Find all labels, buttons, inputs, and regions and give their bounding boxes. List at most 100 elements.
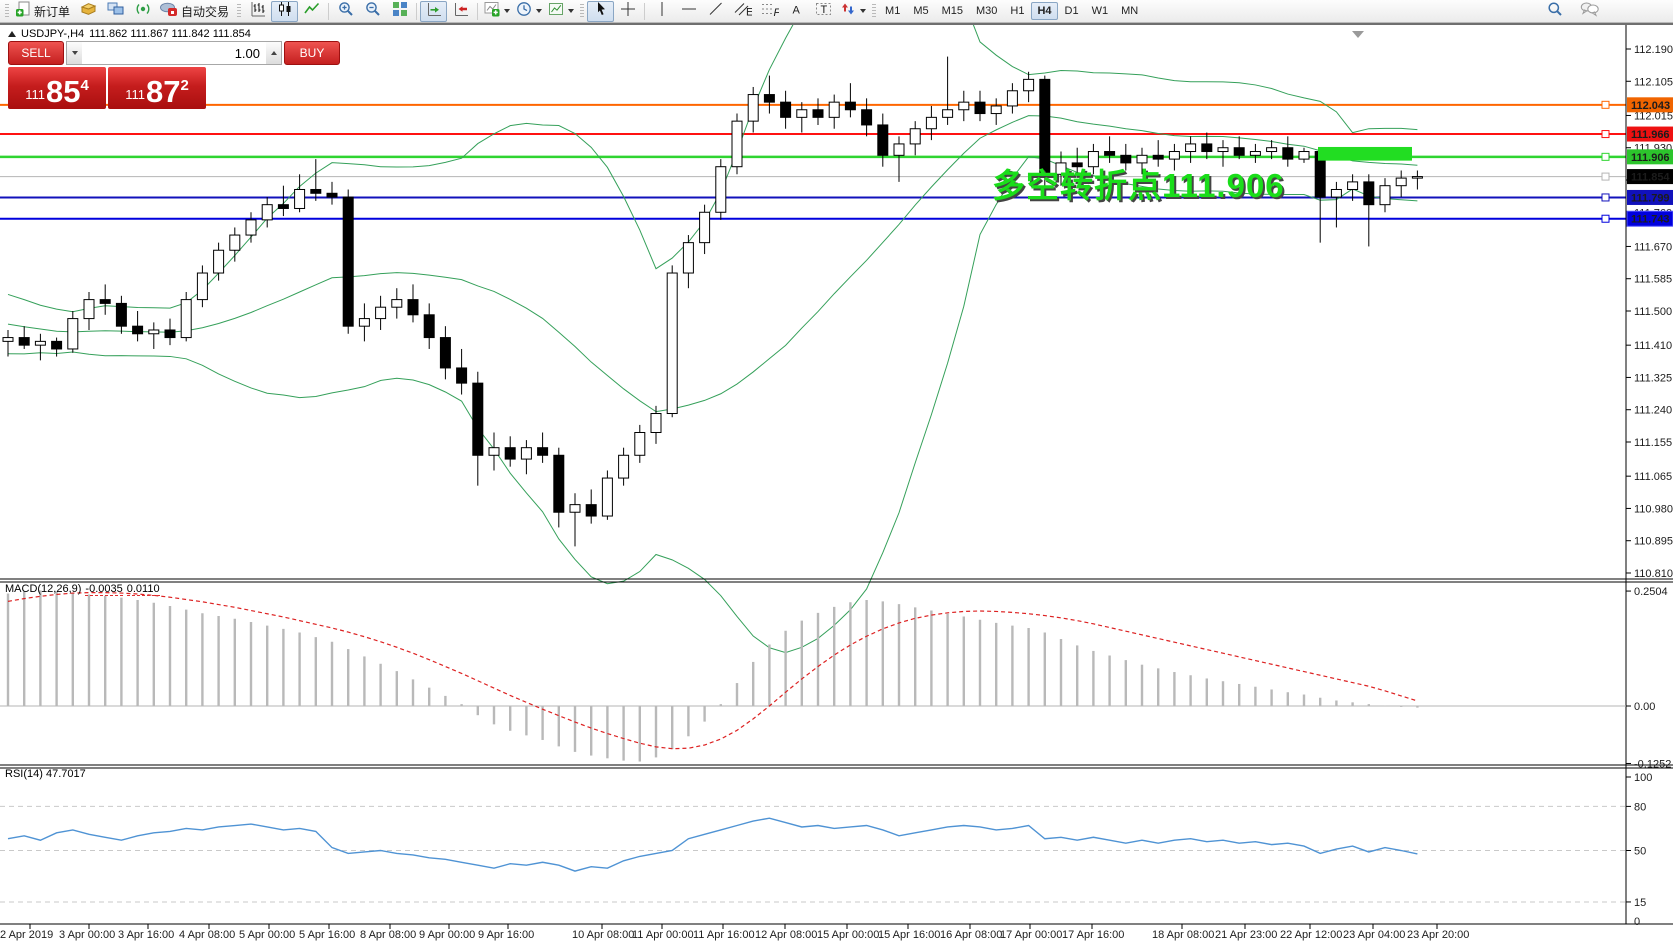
text-label-button[interactable]: T xyxy=(810,1,837,22)
tf-button-mn[interactable]: MN xyxy=(1121,5,1139,17)
buy-price-display[interactable]: 111 87 2 xyxy=(108,67,206,109)
separator xyxy=(477,2,479,20)
data-window-icon xyxy=(107,1,124,22)
chat-button[interactable] xyxy=(1576,1,1603,22)
templates-dropdown-caret xyxy=(568,9,575,13)
vertical-line-button[interactable] xyxy=(648,1,675,22)
tf-button-m1[interactable]: M1 xyxy=(885,5,901,17)
vertical-line-icon xyxy=(655,1,669,22)
rsi-value: 47.7017 xyxy=(45,768,86,780)
chat-icon xyxy=(1580,1,1600,22)
tf-button-m30[interactable]: M30 xyxy=(976,5,998,17)
collapse-oct-arrow[interactable] xyxy=(8,31,16,37)
arrows-button[interactable] xyxy=(837,1,869,22)
chart-title: USDJPY-,H4 111.862 111.867 111.842 111.8… xyxy=(8,28,251,40)
chart-shift-button[interactable] xyxy=(447,1,474,22)
data-window-button[interactable] xyxy=(102,1,129,22)
new-order-button[interactable]: 新订单 xyxy=(12,1,75,22)
chart-ohlc-values: 111.862 111.867 111.842 111.854 xyxy=(89,28,251,40)
text-button[interactable]: A xyxy=(783,1,810,22)
svg-text:15: 15 xyxy=(1634,897,1646,909)
svg-text:0.2504: 0.2504 xyxy=(1634,586,1668,598)
volume-spinner xyxy=(66,41,282,65)
svg-text:111.410: 111.410 xyxy=(1634,340,1672,352)
tf-button-m5[interactable]: M5 xyxy=(913,5,929,17)
svg-text:4 Apr 08:00: 4 Apr 08:00 xyxy=(179,929,235,941)
tf-button-m15[interactable]: M15 xyxy=(941,5,963,17)
svg-text:23 Apr 04:00: 23 Apr 04:00 xyxy=(1343,929,1405,941)
horizontal-line-button[interactable] xyxy=(675,1,702,22)
indicators-icon xyxy=(484,1,500,22)
bar-chart-icon xyxy=(250,1,266,22)
tf-button-h4[interactable]: H4 xyxy=(1031,2,1058,20)
line-chart-button[interactable] xyxy=(298,1,325,22)
sell-price-pip: 4 xyxy=(80,77,89,94)
strategy-signal-button[interactable] xyxy=(129,1,156,22)
svg-text:A: A xyxy=(792,4,800,16)
buy-button[interactable]: BUY xyxy=(284,41,340,65)
chart-canvas[interactable]: 112.190112.105112.015111.930111.845111.7… xyxy=(0,25,1673,948)
svg-text:110.895: 110.895 xyxy=(1634,536,1673,548)
buy-price-prefix: 111 xyxy=(125,87,145,102)
svg-text:11 Apr 16:00: 11 Apr 16:00 xyxy=(693,929,755,941)
group-handle xyxy=(580,3,585,19)
candlestick-chart-button[interactable] xyxy=(271,0,299,22)
svg-text:15 Apr 16:00: 15 Apr 16:00 xyxy=(878,929,940,941)
svg-text:2 Apr 2019: 2 Apr 2019 xyxy=(0,929,53,941)
crosshair-button[interactable] xyxy=(614,1,641,22)
svg-text:110.980: 110.980 xyxy=(1634,503,1673,515)
search-button[interactable] xyxy=(1541,1,1568,22)
volume-decrease-button[interactable] xyxy=(67,42,82,64)
tf-button-d1[interactable]: D1 xyxy=(1064,5,1079,17)
text-label-icon: T xyxy=(815,1,832,22)
separator xyxy=(416,2,418,20)
caret-down-icon xyxy=(72,51,78,55)
auto-scroll-button[interactable] xyxy=(420,0,448,22)
svg-text:12 Apr 08:00: 12 Apr 08:00 xyxy=(755,929,817,941)
trendline-button[interactable] xyxy=(702,1,729,22)
auto-scroll-icon xyxy=(426,1,442,22)
templates-button[interactable] xyxy=(545,1,577,22)
svg-text:23 Apr 20:00: 23 Apr 20:00 xyxy=(1407,929,1469,941)
equidistant-channel-button[interactable]: E xyxy=(729,1,756,22)
autotrading-button[interactable]: 自动交易 xyxy=(156,1,234,22)
new-order-label: 新订单 xyxy=(34,4,71,19)
tf-button-w1[interactable]: W1 xyxy=(1091,5,1109,17)
tile-windows-button[interactable] xyxy=(386,1,413,22)
fibonacci-button[interactable]: F xyxy=(756,1,783,22)
group-handle xyxy=(237,3,242,19)
cursor-icon xyxy=(593,1,609,22)
svg-text:18 Apr 08:00: 18 Apr 08:00 xyxy=(1152,929,1214,941)
cursor-button[interactable] xyxy=(587,0,615,22)
separator xyxy=(644,2,646,20)
sell-price-display[interactable]: 111 85 4 xyxy=(8,67,106,109)
periods-button[interactable] xyxy=(513,1,545,22)
rsi-name: RSI(14) xyxy=(5,768,43,780)
svg-text:111.854: 111.854 xyxy=(1631,172,1670,184)
zoom-in-button[interactable] xyxy=(332,1,359,22)
tile-windows-icon xyxy=(392,1,408,22)
svg-text:111.240: 111.240 xyxy=(1634,405,1672,417)
svg-text:5 Apr 00:00: 5 Apr 00:00 xyxy=(239,929,295,941)
macd-indicator-label: MACD(12,26,9) -0.0035 0.0110 xyxy=(5,583,160,596)
tf-button-h1[interactable]: H1 xyxy=(1010,5,1025,17)
market-watch-button[interactable] xyxy=(75,1,102,22)
svg-text:9 Apr 16:00: 9 Apr 16:00 xyxy=(478,929,534,941)
svg-text:0.00: 0.00 xyxy=(1634,701,1655,713)
crosshair-icon xyxy=(620,1,636,22)
svg-text:111.155: 111.155 xyxy=(1634,437,1672,449)
volume-increase-button[interactable] xyxy=(266,42,281,64)
volume-input[interactable] xyxy=(82,42,266,64)
svg-text:111.799: 111.799 xyxy=(1631,192,1670,204)
bar-chart-button[interactable] xyxy=(244,1,271,22)
sell-button[interactable]: SELL xyxy=(8,41,64,65)
indicators-button[interactable] xyxy=(481,1,513,22)
zoom-out-button[interactable] xyxy=(359,1,386,22)
svg-text:110.810: 110.810 xyxy=(1634,568,1673,580)
svg-text:15 Apr 00:00: 15 Apr 00:00 xyxy=(817,929,879,941)
signal-icon xyxy=(135,1,151,22)
template-icon xyxy=(548,1,564,22)
search-icon xyxy=(1547,1,1563,22)
chart-annotation-text: 多空转折点111.906 xyxy=(992,167,1285,204)
arrows-icon xyxy=(840,1,856,22)
